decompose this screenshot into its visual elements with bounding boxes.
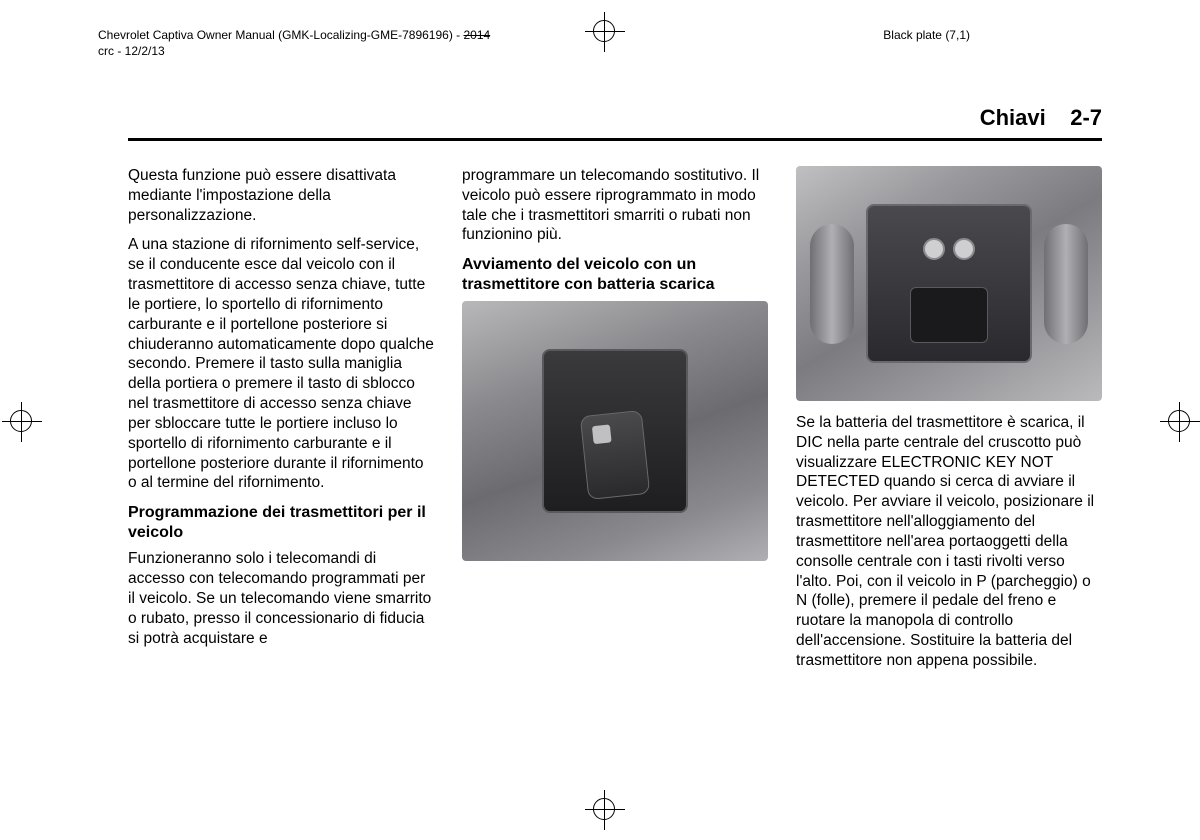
col2-heading1: Avviamento del veicolo con un trasmettit… xyxy=(462,255,768,295)
crop-mark-top xyxy=(593,20,615,42)
col3-para1: Se la batteria del trasmettitore è scari… xyxy=(796,413,1102,671)
plate-label: Black plate (7,1) xyxy=(883,28,970,42)
col2-para1: programmare un telecomando sostitutivo. … xyxy=(462,166,768,245)
header-left: Chevrolet Captiva Owner Manual (GMK-Loca… xyxy=(98,28,490,59)
title-rule xyxy=(128,138,1102,141)
crop-mark-bottom xyxy=(593,798,615,820)
page-title: Chiavi 2-7 xyxy=(980,105,1102,131)
crop-mark-right xyxy=(1168,410,1190,432)
manual-name: Chevrolet Captiva Owner Manual (GMK-Loca… xyxy=(98,28,463,42)
col1-para3: Funzioneranno solo i telecomandi di acce… xyxy=(128,549,434,648)
crc-date: crc - 12/2/13 xyxy=(98,44,165,58)
section-name: Chiavi xyxy=(980,105,1046,130)
column-2: programmare un telecomando sostitutivo. … xyxy=(462,166,768,780)
col1-heading1: Programmazione dei trasmettitori per il … xyxy=(128,503,434,543)
col1-para1: Questa funzione può essere disattivata m… xyxy=(128,166,434,225)
column-1: Questa funzione può essere disattivata m… xyxy=(128,166,434,780)
year-struck: 2014 xyxy=(463,28,490,42)
transmitter-slot-image xyxy=(462,301,768,561)
col1-para2: A una stazione di rifornimento self-serv… xyxy=(128,235,434,493)
crop-mark-left xyxy=(10,410,32,432)
content-area: Questa funzione può essere disattivata m… xyxy=(128,166,1102,780)
page-number: 2-7 xyxy=(1070,105,1102,130)
column-3: Se la batteria del trasmettitore è scari… xyxy=(796,166,1102,780)
console-panel-image xyxy=(796,166,1102,401)
